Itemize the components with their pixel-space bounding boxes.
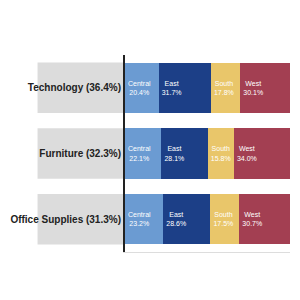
svg-text:Central22.1%: Central22.1% — [128, 145, 151, 161]
svg-text:Technology (36.4%): Technology (36.4%) — [28, 82, 121, 93]
svg-text:East28.1%: East28.1% — [164, 145, 184, 161]
svg-text:Central23.2%: Central23.2% — [128, 211, 151, 227]
svg-text:South17.8%: South17.8% — [214, 80, 234, 96]
svg-text:Central20.4%: Central20.4% — [128, 80, 151, 96]
svg-text:Office Supplies (31.3%): Office Supplies (31.3%) — [10, 214, 121, 225]
svg-text:West30.7%: West30.7% — [242, 211, 262, 227]
svg-text:South15.8%: South15.8% — [211, 145, 231, 161]
svg-text:West30.1%: West30.1% — [243, 80, 263, 96]
svg-text:East31.7%: East31.7% — [162, 80, 182, 96]
svg-text:East28.6%: East28.6% — [166, 211, 186, 227]
svg-text:West34.0%: West34.0% — [237, 145, 257, 161]
svg-text:South17.5%: South17.5% — [213, 211, 233, 227]
svg-text:Furniture (32.3%): Furniture (32.3%) — [39, 148, 121, 159]
